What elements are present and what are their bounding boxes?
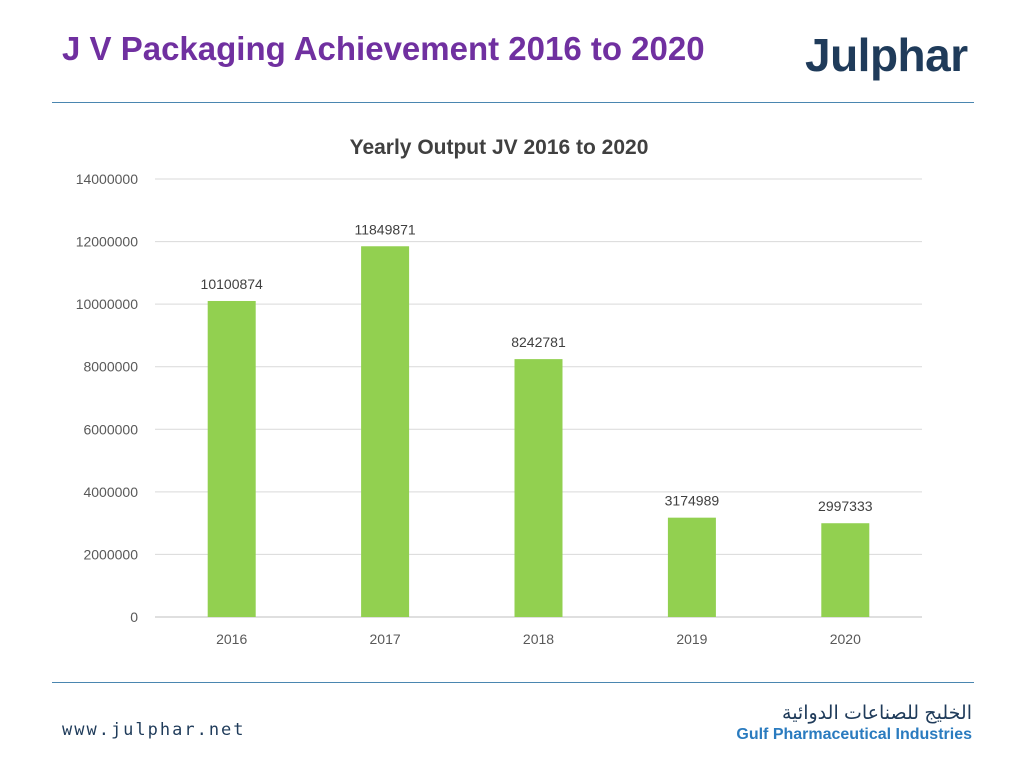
y-tick-label: 10000000: [76, 296, 139, 312]
data-label: 10100874: [201, 276, 264, 292]
y-tick-label: 2000000: [83, 546, 138, 562]
x-tick-label: 2017: [370, 631, 401, 647]
bar-2016: [207, 300, 256, 617]
y-axis-ticks: 0 2000000 4000000 6000000 8000000 10000000 120…: [76, 171, 139, 625]
bar-2018: [514, 359, 563, 617]
x-tick-label: 2019: [676, 631, 707, 647]
y-tick-label: 14000000: [76, 171, 139, 187]
company-name-english: Gulf Pharmaceutical Industries: [736, 726, 972, 743]
bar-2017: [361, 246, 410, 618]
y-tick-label: 6000000: [83, 421, 138, 437]
company-name-arabic: الخليج للصناعات الدوائية: [782, 703, 972, 724]
bar-2020: [821, 523, 870, 617]
y-tick-label: 4000000: [83, 484, 138, 500]
x-tick-label: 2020: [830, 631, 861, 647]
footer-divider: [52, 682, 974, 683]
data-label: 8242781: [511, 334, 566, 350]
y-tick-label: 0: [130, 609, 138, 625]
header-divider: [52, 102, 974, 103]
chart-title: Yearly Output JV 2016 to 2020: [350, 136, 649, 159]
website-link[interactable]: www.julphar.net: [62, 720, 246, 740]
data-label: 2997333: [818, 498, 873, 514]
x-tick-label: 2016: [216, 631, 247, 647]
julphar-logo: Julphar: [805, 29, 968, 81]
bar-2019: [667, 517, 716, 617]
slide-title: J V Packaging Achievement 2016 to 2020: [62, 30, 705, 67]
data-labels: 10100874 11849871 8242781 3174989 2997333: [201, 221, 873, 514]
bars: [207, 246, 870, 618]
y-tick-label: 8000000: [83, 359, 138, 375]
x-tick-label: 2018: [523, 631, 554, 647]
x-axis-ticks: 2016 2017 2018 2019 2020: [216, 631, 861, 647]
data-label: 3174989: [665, 493, 720, 509]
y-tick-label: 12000000: [76, 234, 139, 250]
data-label: 11849871: [354, 221, 415, 237]
